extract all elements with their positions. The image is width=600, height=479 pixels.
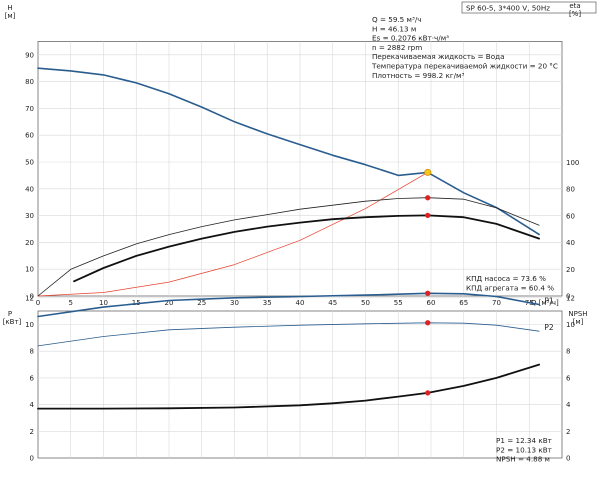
power-info-line: P1 = 12.34 кВт [496,436,552,445]
npsh-tick-label: 8 [566,348,570,356]
y-left-tick-label: 70 [25,105,34,113]
y-left-tick-label: 10 [25,266,34,274]
npsh-axis-label: NPSH [568,310,587,318]
x-tick-label: 40 [296,299,305,307]
npsh-tick-label: 0 [566,455,570,463]
info-line: n = 2882 rpm [372,43,422,52]
y-left-axis-label: H [7,4,12,12]
p-tick-label: 8 [30,348,34,356]
y-left-tick-label: 30 [25,212,34,220]
p-tick-label: 10 [25,321,34,329]
info-line: H = 46.13 м [372,24,416,33]
p-axis-label: P [8,310,12,318]
y-right-axis-label: eta [569,2,580,10]
y-right-tick-label: 100 [566,159,579,167]
y-right-tick-label: 0 [566,293,570,301]
p-tick-label: 2 [30,428,34,436]
info-line: Q = 59.5 м³/ч [372,15,422,24]
curve-label-P2: P2 [544,323,554,332]
power-info-line: P2 = 10.13 кВт [496,445,552,454]
p-tick-label: 0 [30,455,34,463]
x-tick-label: 5 [69,299,73,307]
x-tick-label: 70 [492,299,501,307]
x-tick-label: 45 [328,299,337,307]
x-tick-label: 60 [427,299,436,307]
curve-P1 [37,292,540,318]
y-left-axis-unit: [м] [5,12,16,20]
y-right-axis-unit: [%] [569,10,581,18]
duty-point-marker [425,195,431,201]
y-left-tick-label: 80 [25,78,34,86]
info-line: Es = 0.2076 кВт·ч/м³ [372,34,449,43]
title-box-text: SP 60-5, 3*400 V, 50Hz [466,4,550,13]
y-right-tick-label: 60 [566,212,575,220]
p-tick-label: 6 [30,374,35,382]
x-tick-label: 65 [459,299,468,307]
curve-NPSH [37,363,540,410]
y-left-tick-label: 90 [25,51,34,59]
x-tick-label: 35 [263,299,272,307]
x-tick-label: 10 [99,299,108,307]
p-tick-label: 12 [25,294,34,302]
efficiency-line: КПД насоса = 73.6 % [466,274,546,283]
x-tick-label: 30 [230,299,239,307]
curve-label-P1: P1 [544,296,554,305]
npsh-tick-label: 12 [566,294,575,302]
y-left-tick-label: 60 [25,132,34,140]
p-axis-unit: [кВт] [3,318,22,326]
x-axis-label: Q [м³/ч] [531,299,559,307]
y-right-tick-label: 80 [566,186,575,194]
x-tick-label: 20 [165,299,174,307]
info-line: Перекачиваемая жидкость = Вода [372,52,505,61]
p-tick-label: 4 [30,401,35,409]
curve-pump-eff [37,197,540,297]
info-line: Температура перекачиваемой жидкости = 20… [371,62,558,71]
duty-point-marker [425,212,431,219]
y-left-tick-label: 0 [30,293,34,301]
npsh-tick-label: 4 [566,401,571,409]
x-tick-label: 0 [36,299,40,307]
x-tick-label: 25 [197,299,206,307]
curve-P2 [37,322,540,347]
y-left-tick-label: 40 [25,185,34,193]
title-box [461,1,597,14]
efficiency-line: КПД агрегата = 60.4 % [466,283,554,292]
info-line: Плотность = 998.2 кг/м³ [372,71,464,80]
x-tick-label: 50 [361,299,370,307]
y-left-tick-label: 50 [25,159,34,167]
y-right-tick-label: 40 [566,239,575,247]
power-info-line: NPSH = 4.88 м [496,455,550,464]
curve-head [37,67,540,236]
curve-system [37,172,429,297]
npsh-axis-unit: [м] [573,318,584,326]
y-right-tick-label: 20 [566,266,575,274]
npsh-tick-label: 6 [566,374,571,382]
curve-unit-eff [73,214,540,283]
npsh-tick-label: 10 [566,321,575,329]
operating-point-marker [425,290,431,296]
x-tick-label: 55 [394,299,403,307]
operating-point-marker [425,390,431,396]
operating-point-marker [425,320,431,326]
npsh-tick-label: 2 [566,428,570,436]
duty-point-marker [424,168,432,176]
y-left-tick-label: 20 [25,239,34,247]
